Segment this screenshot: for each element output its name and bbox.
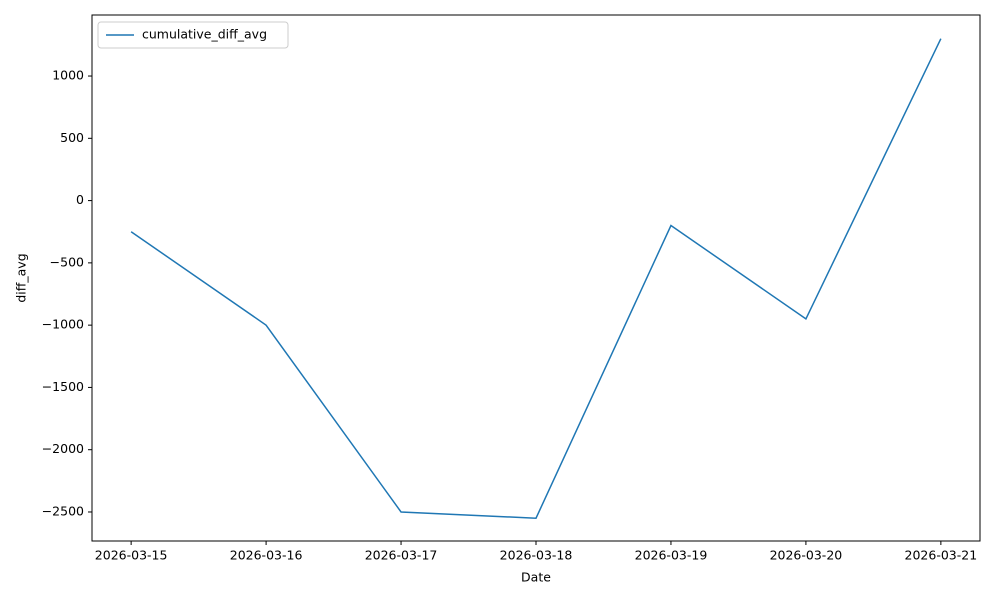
y-axis-label: diff_avg <box>14 253 29 302</box>
x-axis-label: Date <box>521 570 551 585</box>
x-tick-label: 2026-03-15 <box>95 548 168 563</box>
x-tick-label: 2026-03-19 <box>635 548 708 563</box>
y-tick-label: −500 <box>50 254 84 269</box>
y-tick-label: 1000 <box>52 68 84 83</box>
line-series <box>130 38 942 519</box>
y-tick-label: −1500 <box>42 379 84 394</box>
y-tick-label: −2000 <box>42 441 84 456</box>
y-tick-label: −1000 <box>42 317 84 332</box>
y-tick-label: 0 <box>76 192 84 207</box>
x-tick-label: 2026-03-16 <box>230 548 303 563</box>
x-tick-label: 2026-03-21 <box>905 548 978 563</box>
y-tick-label: 500 <box>60 130 84 145</box>
legend-box <box>97 21 289 49</box>
y-tick-label: −2500 <box>42 503 84 518</box>
plot-frame <box>91 14 981 542</box>
x-tick-label: 2026-03-18 <box>500 548 573 563</box>
x-tick-label: 2026-03-20 <box>770 548 843 563</box>
x-tick-label: 2026-03-17 <box>365 548 438 563</box>
legend-label: cumulative_diff_avg <box>142 27 267 42</box>
